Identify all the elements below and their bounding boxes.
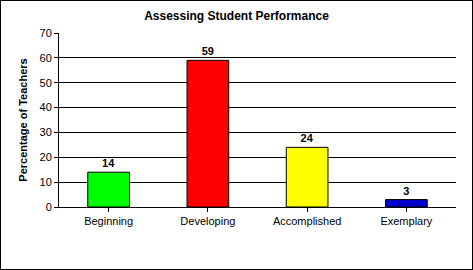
svg-text:Assessing Student Performance: Assessing Student Performance [144,9,329,23]
svg-text:Accomplished: Accomplished [273,215,341,227]
svg-text:Exemplary: Exemplary [380,215,432,227]
svg-text:40: 40 [40,101,52,113]
svg-text:10: 10 [40,176,52,188]
svg-text:50: 50 [40,77,52,89]
svg-text:59: 59 [202,45,214,57]
svg-text:Developing: Developing [180,215,235,227]
svg-text:3: 3 [403,185,409,197]
svg-text:60: 60 [40,52,52,64]
svg-text:30: 30 [40,126,52,138]
svg-text:Percentage of Teachers: Percentage of Teachers [17,58,29,181]
svg-text:Beginning: Beginning [84,215,133,227]
svg-text:24: 24 [301,132,314,144]
svg-text:0: 0 [46,201,52,213]
svg-text:20: 20 [40,151,52,163]
svg-text:14: 14 [102,157,115,169]
svg-text:70: 70 [40,27,52,39]
